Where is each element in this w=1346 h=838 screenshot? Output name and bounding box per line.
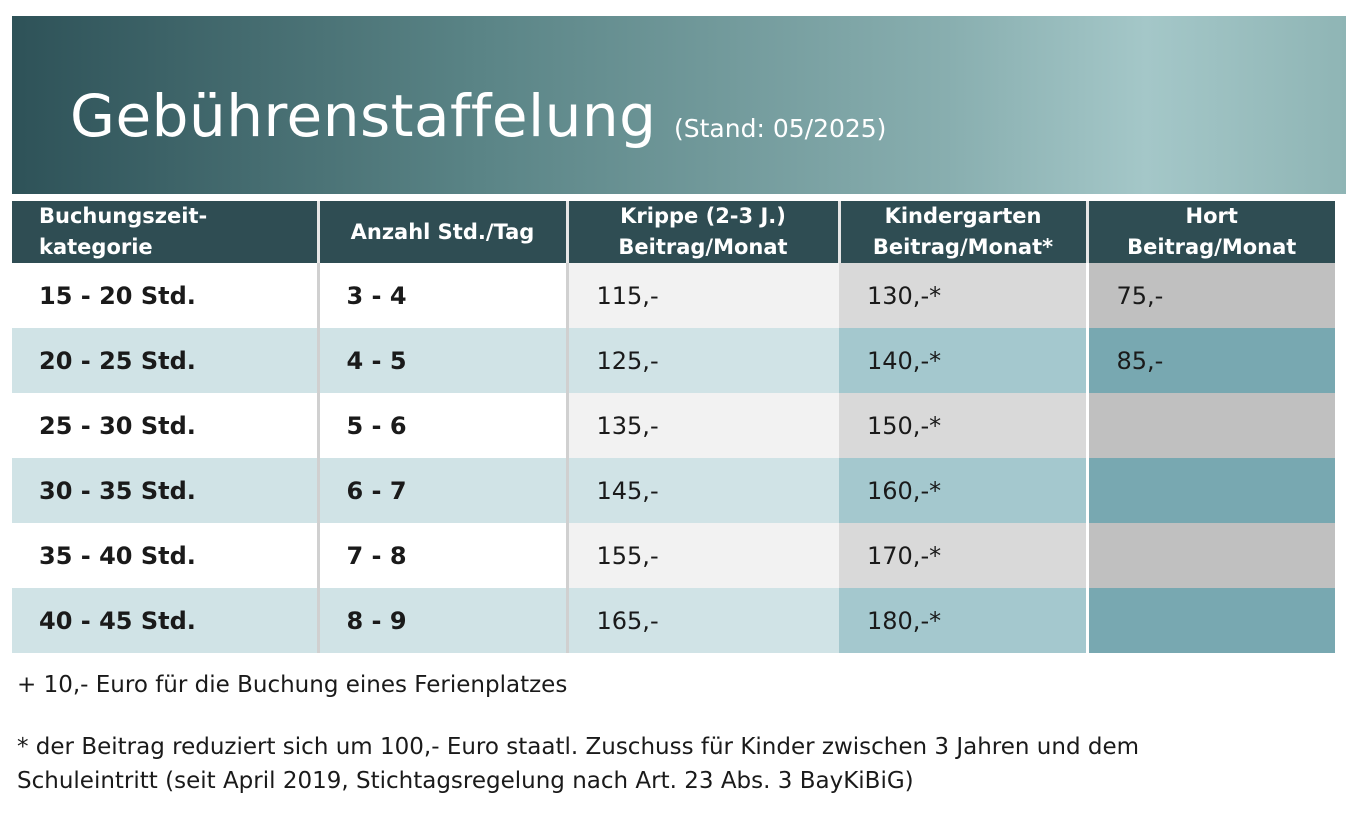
cell-stunden: 7 - 8 <box>316 523 569 588</box>
table-row: 20 - 25 Std. 4 - 5 125,- 140,-* 85,- <box>12 328 1335 393</box>
column-header-stunden: Anzahl Std./Tag <box>318 201 569 263</box>
cell-kindergarten: 130,-* <box>839 263 1089 328</box>
note-zuschuss-line2: Schuleintritt (seit April 2019, Stichtag… <box>17 768 914 794</box>
cell-kindergarten: 150,-* <box>839 393 1089 458</box>
note-zuschuss: * der Beitrag reduziert sich um 100,- Eu… <box>17 730 1327 798</box>
cell-krippe: 115,- <box>567 263 839 328</box>
cell-krippe: 125,- <box>567 328 839 393</box>
cell-kindergarten: 140,-* <box>839 328 1089 393</box>
cell-stunden: 4 - 5 <box>316 328 569 393</box>
table-header-row: Buchungszeit- kategorie Anzahl Std./Tag … <box>12 201 1335 263</box>
cell-kategorie: 20 - 25 Std. <box>12 328 318 393</box>
cell-stunden: 5 - 6 <box>316 393 569 458</box>
cell-stunden: 3 - 4 <box>316 263 569 328</box>
table-row: 25 - 30 Std. 5 - 6 135,- 150,-* <box>12 393 1335 458</box>
column-header-hort: Hort Beitrag/Monat <box>1087 201 1335 263</box>
table-row: 35 - 40 Std. 7 - 8 155,- 170,-* <box>12 523 1335 588</box>
page-title: Gebührenstaffelung <box>70 82 657 150</box>
cell-kategorie: 35 - 40 Std. <box>12 523 318 588</box>
cell-hort: 85,- <box>1087 328 1335 393</box>
note-ferienplatz: + 10,- Euro für die Buchung eines Ferien… <box>17 672 568 698</box>
column-header-kategorie: Buchungszeit- kategorie <box>12 201 320 263</box>
column-header-kindergarten: Kindergarten Beitrag/Monat* <box>839 201 1089 263</box>
cell-kategorie: 15 - 20 Std. <box>12 263 318 328</box>
cell-kindergarten: 170,-* <box>839 523 1089 588</box>
cell-krippe: 135,- <box>567 393 839 458</box>
title-banner: Gebührenstaffelung (Stand: 05/2025) <box>12 16 1346 194</box>
table-row: 40 - 45 Std. 8 - 9 165,- 180,-* <box>12 588 1335 653</box>
cell-hort <box>1087 458 1335 523</box>
cell-krippe: 145,- <box>567 458 839 523</box>
cell-krippe: 155,- <box>567 523 839 588</box>
cell-hort <box>1087 588 1335 653</box>
cell-krippe: 165,- <box>567 588 839 653</box>
cell-kindergarten: 180,-* <box>839 588 1089 653</box>
cell-hort: 75,- <box>1087 263 1335 328</box>
cell-kategorie: 30 - 35 Std. <box>12 458 318 523</box>
fee-table: Buchungszeit- kategorie Anzahl Std./Tag … <box>12 201 1335 653</box>
stand-date: (Stand: 05/2025) <box>674 114 887 143</box>
cell-kategorie: 25 - 30 Std. <box>12 393 318 458</box>
table-row: 30 - 35 Std. 6 - 7 145,- 160,-* <box>12 458 1335 523</box>
column-header-krippe: Krippe (2-3 J.) Beitrag/Monat <box>567 201 841 263</box>
note-zuschuss-line1: * der Beitrag reduziert sich um 100,- Eu… <box>17 734 1140 760</box>
cell-stunden: 8 - 9 <box>316 588 569 653</box>
cell-kategorie: 40 - 45 Std. <box>12 588 318 653</box>
cell-kindergarten: 160,-* <box>839 458 1089 523</box>
cell-stunden: 6 - 7 <box>316 458 569 523</box>
cell-hort <box>1087 393 1335 458</box>
cell-hort <box>1087 523 1335 588</box>
table-row: 15 - 20 Std. 3 - 4 115,- 130,-* 75,- <box>12 263 1335 328</box>
